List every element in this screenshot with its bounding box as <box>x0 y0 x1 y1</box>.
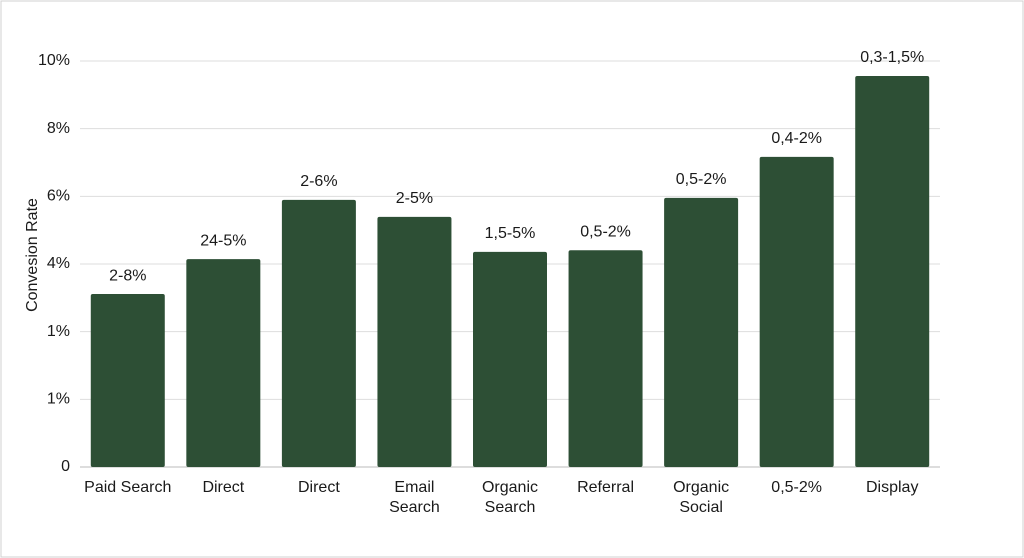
x-tick-label: Paid Search <box>84 479 172 496</box>
bar <box>664 197 739 467</box>
y-tick-label: 6% <box>47 188 70 205</box>
x-tick-label: 0,5-2% <box>771 479 822 496</box>
bar <box>759 156 834 468</box>
bar <box>377 216 452 467</box>
y-tick-label: 1% <box>47 391 70 408</box>
bar <box>186 259 261 467</box>
bar-label: 0,3-1,5% <box>860 49 924 66</box>
y-axis-label: Convesion Rate <box>24 198 41 312</box>
y-tick-label: 10% <box>38 52 70 69</box>
bar-label: 2-5% <box>396 190 433 207</box>
bar <box>473 251 547 467</box>
bar-label: 24-5% <box>200 232 246 249</box>
bar-label: 0,4-2% <box>771 130 822 147</box>
x-tick-label: Direct <box>297 479 340 496</box>
y-tick-label: 8% <box>47 120 70 137</box>
x-tick-label: Direct <box>202 479 245 496</box>
bar-label: 2-8% <box>109 267 146 284</box>
bar <box>281 199 356 468</box>
bar <box>855 76 930 467</box>
x-tick-label: Organic Social <box>673 479 730 516</box>
bar-label: 0,5-2% <box>676 171 727 188</box>
y-tick-label: 1% <box>47 323 70 340</box>
y-tick-label: 0 <box>61 458 70 475</box>
x-tick-label: Display <box>865 479 919 496</box>
x-tick-label: Email Search <box>389 479 440 516</box>
bar-label: 0,5-2% <box>580 223 631 240</box>
bar-label: 2-6% <box>300 173 337 190</box>
x-tick-label: Referral <box>577 479 634 496</box>
bar <box>568 250 643 467</box>
bar <box>90 294 165 467</box>
x-tick-label: Organic Search <box>481 479 539 516</box>
y-tick-label: 4% <box>47 255 70 272</box>
bar-label: 1,5-5% <box>485 225 536 242</box>
